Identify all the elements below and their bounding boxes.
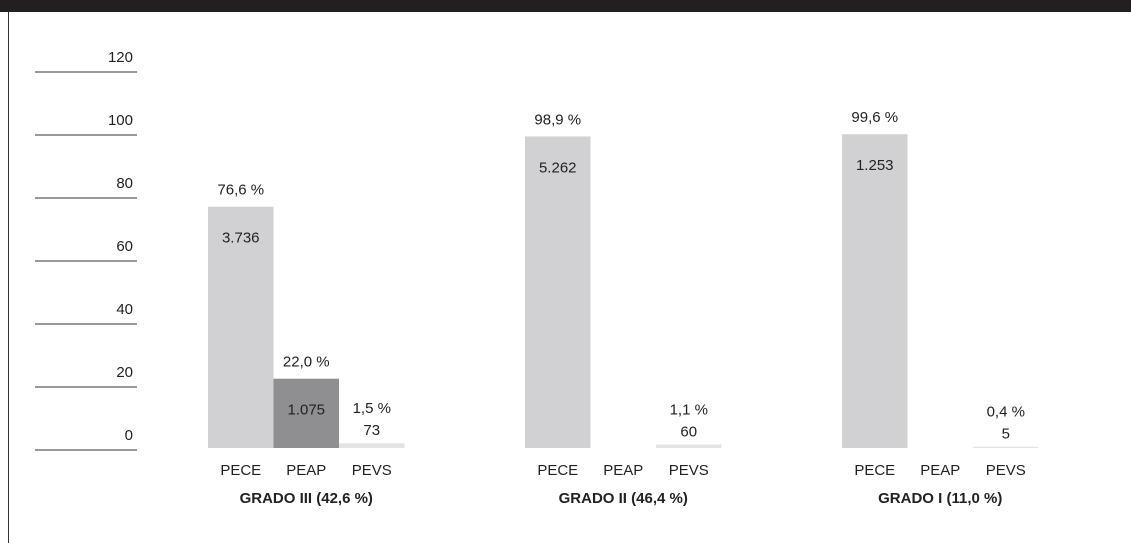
y-tick-label: 20 — [116, 364, 133, 381]
bar-category-label: PEAP — [286, 462, 326, 479]
y-tick-label: 40 — [116, 301, 133, 318]
group-label: GRADO I (11,0 %) — [878, 490, 1002, 507]
count-label: 3.736 — [222, 230, 260, 247]
count-label: 1.253 — [856, 157, 894, 174]
bar — [273, 378, 339, 448]
count-label: 5.262 — [539, 159, 577, 176]
bar-category-label: PEVS — [986, 462, 1026, 479]
count-label: 1.075 — [287, 402, 325, 419]
count-label: 5 — [1002, 426, 1010, 443]
bar — [842, 134, 908, 448]
value-label: 0,4 % — [987, 404, 1025, 421]
value-label: 1,1 % — [670, 402, 708, 419]
y-tick-label: 120 — [108, 49, 133, 66]
y-tick-label: 100 — [108, 112, 133, 129]
group-label: GRADO III (42,6 %) — [240, 490, 373, 507]
bar-category-label: PEAP — [920, 462, 960, 479]
value-label: 1,5 % — [353, 400, 391, 417]
bar — [656, 444, 722, 448]
count-label: 60 — [680, 424, 697, 441]
bar — [525, 136, 591, 448]
bar — [208, 206, 274, 448]
bar-category-label: PEVS — [669, 462, 709, 479]
header-bar — [0, 0, 1131, 12]
y-tick-label: 0 — [125, 427, 133, 444]
bar-category-label: PECE — [537, 462, 578, 479]
bar-category-label: PEVS — [352, 462, 392, 479]
bar-category-label: PECE — [220, 462, 261, 479]
count-label: 73 — [363, 422, 380, 439]
bar — [339, 443, 405, 448]
bar-category-label: PECE — [854, 462, 895, 479]
bar — [973, 446, 1039, 448]
group-label: GRADO II (46,4 %) — [559, 490, 688, 507]
value-label: 76,6 % — [217, 182, 264, 199]
value-label: 99,6 % — [851, 109, 898, 126]
y-tick-label: 80 — [116, 175, 133, 192]
bar-category-label: PEAP — [603, 462, 643, 479]
value-label: 98,9 % — [534, 111, 581, 128]
y-tick-label: 60 — [116, 238, 133, 255]
value-label: 22,0 % — [283, 354, 330, 371]
